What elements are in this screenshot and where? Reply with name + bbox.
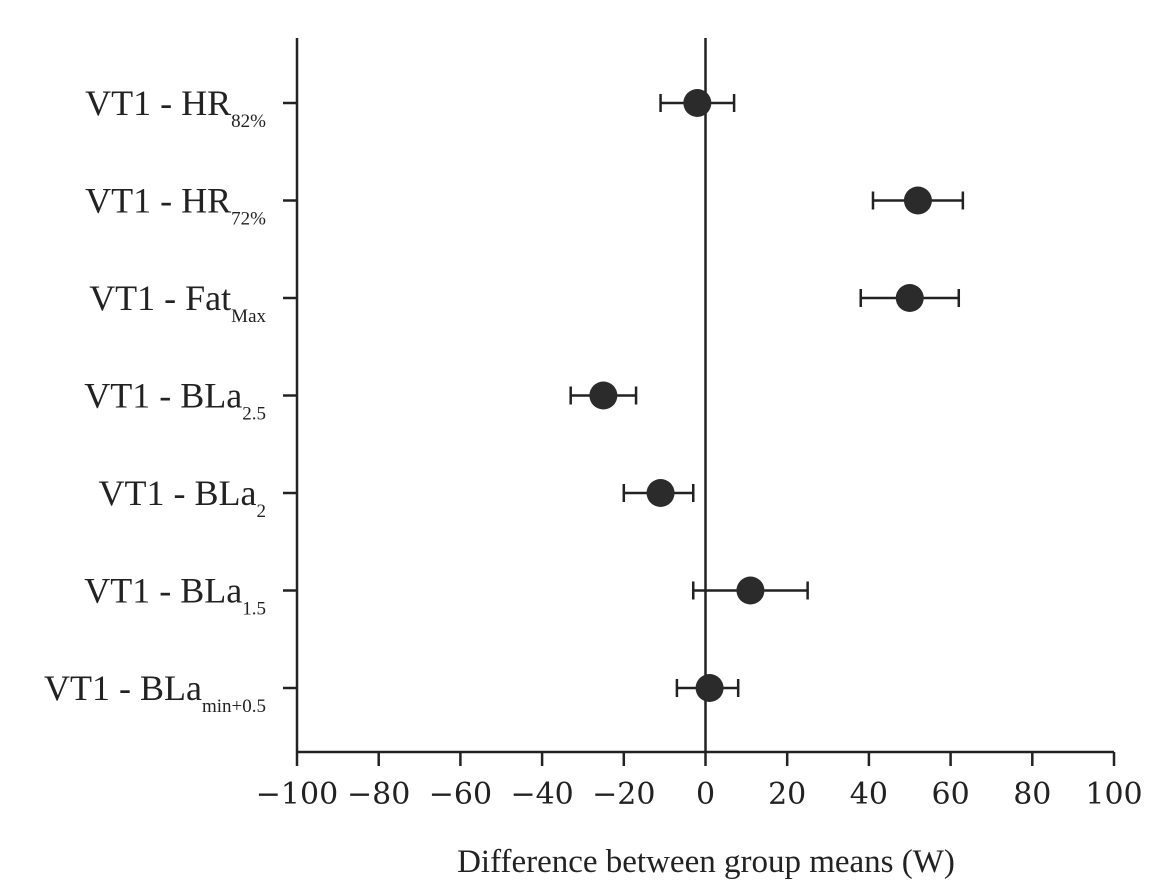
category-label-subscript: 1.5 — [242, 599, 266, 620]
mean-point — [736, 576, 765, 605]
category-label: VT1 - BLa2 — [99, 473, 266, 522]
x-tick-label: 80 — [1013, 777, 1051, 812]
x-tick-label: −40 — [510, 777, 573, 812]
axes: −100 −80 −60 −40 −20 0 20 40 60 80 100 — [256, 38, 1143, 812]
x-tick-label: 100 — [1085, 777, 1142, 812]
category-label-subscript: 72% — [231, 209, 266, 230]
category-label-subscript: 2 — [257, 501, 267, 522]
category-label-main: VT1 - HR — [85, 181, 231, 221]
x-tick-label: −20 — [592, 777, 655, 812]
mean-point — [683, 89, 712, 117]
mean-point — [903, 186, 932, 215]
category-label-main: VT1 - BLa — [84, 376, 242, 416]
x-tick-label: 60 — [932, 777, 970, 812]
data-marks — [569, 89, 965, 702]
category-label-subscript: 82% — [231, 111, 266, 132]
x-tick-label: 20 — [768, 777, 806, 812]
mean-point — [589, 381, 618, 410]
x-tick-label: −60 — [429, 777, 492, 812]
x-tick-label: −100 — [256, 777, 338, 812]
category-label-main: VT1 - HR — [85, 83, 231, 123]
category-label: VT1 - BLa2.5 — [84, 376, 266, 425]
mean-point — [646, 479, 675, 507]
category-label-main: VT1 - BLa — [84, 571, 242, 611]
category-label: VT1 - BLamin+0.5 — [44, 668, 266, 717]
category-label-main: VT1 - BLa — [44, 668, 202, 708]
category-label: VT1 - HR72% — [85, 181, 266, 230]
category-label-main: VT1 - BLa — [99, 473, 257, 513]
category-label: VT1 - FatMax — [89, 278, 266, 327]
mean-point — [695, 674, 724, 702]
x-tick-label: 0 — [696, 777, 715, 812]
x-tick-label: 40 — [850, 777, 888, 812]
category-label: VT1 - BLa1.5 — [84, 571, 266, 620]
category-label-subscript: 2.5 — [242, 404, 266, 425]
category-label-subscript: Max — [231, 306, 266, 327]
category-label-subscript: min+0.5 — [202, 696, 266, 717]
mean-point — [895, 284, 924, 312]
category-label: VT1 - HR82% — [85, 83, 266, 132]
category-label-main: VT1 - Fat — [89, 278, 231, 318]
x-axis-title: Difference between group means (W) — [457, 844, 955, 880]
x-tick-label: −80 — [347, 777, 410, 812]
